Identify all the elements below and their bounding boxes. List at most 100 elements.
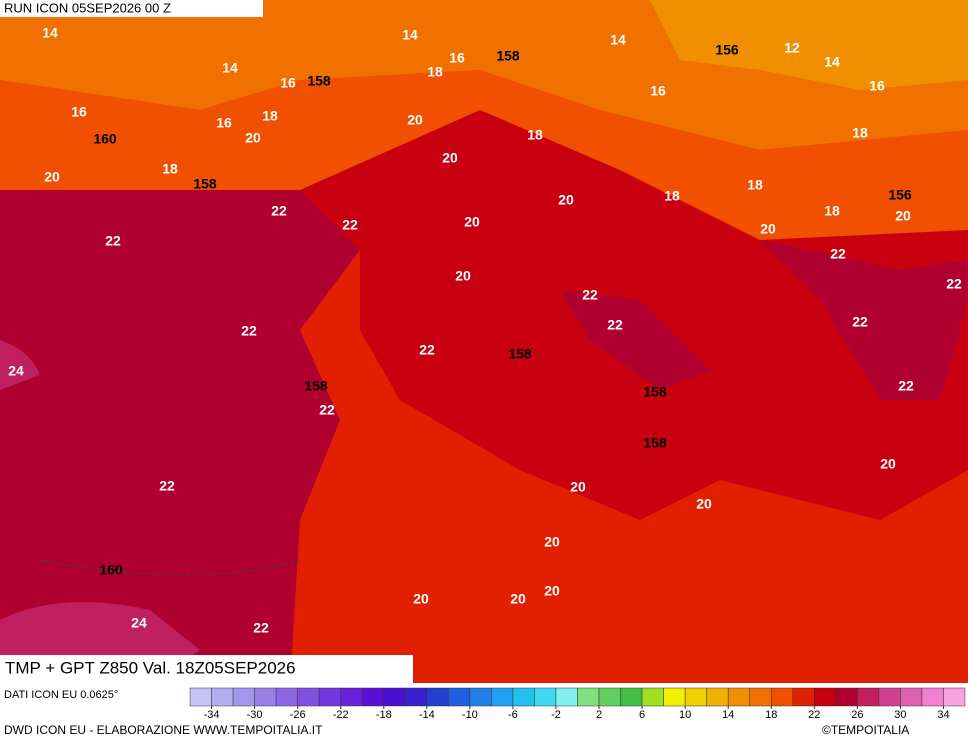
temperature-label: 18 xyxy=(527,127,543,143)
colorbar-swatch xyxy=(534,687,557,707)
colorbar-swatch xyxy=(189,687,212,707)
temperature-label: 20 xyxy=(570,479,586,495)
colorbar-swatch xyxy=(878,687,901,707)
temperature-label: 22 xyxy=(241,323,257,339)
run-label: RUN ICON 05SEP2026 00 Z xyxy=(4,0,171,15)
temperature-label: 22 xyxy=(271,203,287,219)
geopotential-label: 158 xyxy=(193,176,217,192)
temperature-label: 14 xyxy=(42,25,58,41)
colorbar-swatch xyxy=(448,687,471,707)
geopotential-label: 158 xyxy=(508,346,532,362)
temperature-label: 22 xyxy=(253,620,269,636)
geopotential-label: 158 xyxy=(643,435,667,451)
temperature-label: 14 xyxy=(610,32,626,48)
credit-label: DWD ICON EU - ELABORAZIONE WWW.TEMPOITAL… xyxy=(4,723,323,737)
temperature-label: 22 xyxy=(830,246,846,262)
temperature-label: 14 xyxy=(222,60,238,76)
colorbar-swatch xyxy=(835,687,858,707)
temperature-label: 20 xyxy=(558,192,574,208)
colorbar-swatch xyxy=(577,687,600,707)
temperature-label: 20 xyxy=(245,130,261,146)
colorbar-tick-label: 22 xyxy=(808,709,820,721)
colorbar-tick-label: 14 xyxy=(722,709,734,721)
geopotential-label: 158 xyxy=(496,48,520,64)
colorbar-tick-label: -6 xyxy=(508,709,518,721)
temperature-label: 20 xyxy=(455,268,471,284)
geopotential-label: 156 xyxy=(715,42,739,58)
colorbar-swatch xyxy=(943,687,966,707)
colorbar-swatch xyxy=(361,687,385,707)
colorbar-tick-label: -18 xyxy=(376,709,392,721)
temperature-label: 22 xyxy=(342,217,358,233)
colorbar-swatch xyxy=(383,687,406,707)
colorbar-tick-label: 6 xyxy=(639,709,645,721)
temperature-label: 18 xyxy=(824,203,840,219)
colorbar-swatch xyxy=(814,687,837,707)
geopotential-label: 160 xyxy=(93,131,117,147)
temperature-label: 20 xyxy=(880,456,896,472)
temperature-label: 14 xyxy=(824,54,840,70)
temperature-label: 16 xyxy=(650,83,666,99)
colorbar-swatch xyxy=(232,687,255,707)
colorbar-swatch xyxy=(340,687,363,707)
temperature-label: 16 xyxy=(71,104,87,120)
temperature-label: 20 xyxy=(544,534,560,550)
temperature-label: 20 xyxy=(442,150,458,166)
colorbar-swatch xyxy=(620,687,643,707)
temperature-label: 22 xyxy=(582,287,598,303)
source-label: DATI ICON EU 0.0625° xyxy=(4,689,118,701)
temperature-label: 18 xyxy=(747,177,763,193)
colorbar-swatch xyxy=(491,687,514,707)
temperature-label: 16 xyxy=(449,50,465,66)
temperature-label: 20 xyxy=(44,169,60,185)
temperature-label: 24 xyxy=(8,363,24,379)
copyright-label: ©TEMPOITALIA xyxy=(822,723,909,737)
colorbar-tick-label: -26 xyxy=(290,709,306,721)
colorbar-tick-label: -2 xyxy=(551,709,561,721)
temperature-label: 22 xyxy=(419,342,435,358)
colorbar-swatch xyxy=(921,687,944,707)
geopotential-label: 156 xyxy=(888,187,912,203)
colorbar-swatch xyxy=(771,687,794,707)
colorbar-tick-label: 30 xyxy=(894,709,906,721)
colorbar-swatch xyxy=(426,687,449,707)
temperature-label: 22 xyxy=(159,478,175,494)
geopotential-label: 158 xyxy=(643,384,667,400)
temperature-label: 18 xyxy=(664,188,680,204)
colorbar-swatch xyxy=(318,687,341,707)
colorbar-tick-label: -14 xyxy=(419,709,435,721)
temperature-label: 16 xyxy=(869,78,885,94)
temperature-label: 12 xyxy=(784,40,800,56)
colorbar-tick-label: 18 xyxy=(765,709,777,721)
product-label: TMP + GPT Z850 Val. 18Z05SEP2026 xyxy=(5,658,296,677)
header-box xyxy=(0,0,263,17)
colorbar-swatch xyxy=(706,687,729,707)
temperature-label: 16 xyxy=(216,115,232,131)
colorbar-swatch xyxy=(749,687,772,707)
temperature-label: 20 xyxy=(696,496,712,512)
temperature-label: 18 xyxy=(162,161,178,177)
colorbar-swatch xyxy=(512,687,535,707)
colorbar-swatch xyxy=(275,687,298,707)
colorbar-swatch xyxy=(297,687,320,707)
temperature-label: 22 xyxy=(319,402,335,418)
temperature-label: 22 xyxy=(105,233,121,249)
colorbar-swatch xyxy=(641,687,664,707)
colorbar-swatch xyxy=(792,687,815,707)
temperature-label: 20 xyxy=(413,591,429,607)
temperature-label: 16 xyxy=(280,75,296,91)
temperature-label: 22 xyxy=(946,276,962,292)
colorbar-swatch xyxy=(211,687,234,707)
temperature-label: 18 xyxy=(427,64,443,80)
temperature-label: 20 xyxy=(407,112,423,128)
colorbar-tick-label: -34 xyxy=(204,709,220,721)
temperature-label: 22 xyxy=(898,378,914,394)
colorbar-tick-label: -10 xyxy=(462,709,478,721)
colorbar-tick-label: -30 xyxy=(247,709,263,721)
temperature-label: 22 xyxy=(607,317,623,333)
temperature-label: 24 xyxy=(131,615,147,631)
temperature-label: 18 xyxy=(262,108,278,124)
colorbar-tick-label: 10 xyxy=(679,709,691,721)
